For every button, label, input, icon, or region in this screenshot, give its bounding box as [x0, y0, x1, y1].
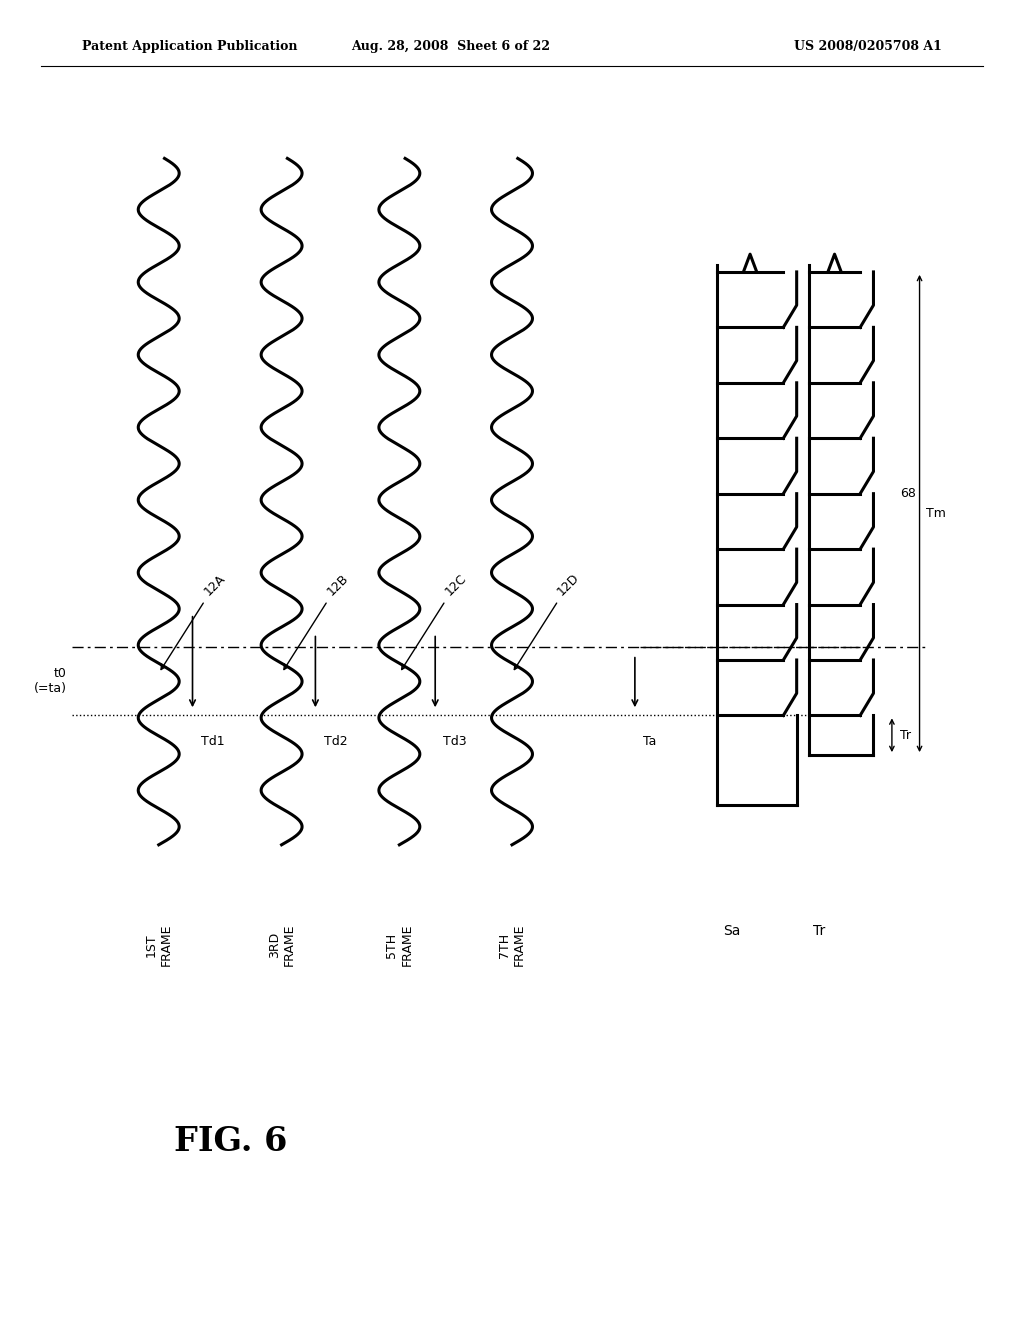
Text: 12C: 12C: [401, 572, 469, 669]
Text: t0
(=ta): t0 (=ta): [34, 667, 67, 696]
Text: FIG. 6: FIG. 6: [174, 1125, 288, 1159]
Text: Td3: Td3: [443, 735, 467, 748]
Text: Sa: Sa: [724, 924, 740, 939]
Text: 7TH
FRAME: 7TH FRAME: [498, 924, 526, 966]
Text: 5TH
FRAME: 5TH FRAME: [385, 924, 414, 966]
Text: 1ST
FRAME: 1ST FRAME: [144, 924, 173, 966]
Text: Tm: Tm: [926, 507, 945, 520]
Text: 12D: 12D: [514, 570, 582, 669]
Text: Td2: Td2: [324, 735, 347, 748]
Text: Patent Application Publication: Patent Application Publication: [82, 40, 297, 53]
Text: Tr: Tr: [900, 729, 911, 742]
Text: Aug. 28, 2008  Sheet 6 of 22: Aug. 28, 2008 Sheet 6 of 22: [351, 40, 550, 53]
Text: Td1: Td1: [201, 735, 224, 748]
Text: Tr: Tr: [813, 924, 825, 939]
Text: 3RD
FRAME: 3RD FRAME: [267, 924, 296, 966]
Text: US 2008/0205708 A1: US 2008/0205708 A1: [795, 40, 942, 53]
Text: 68: 68: [900, 487, 916, 500]
Text: Ta: Ta: [643, 735, 656, 748]
Text: 12B: 12B: [284, 572, 351, 669]
Text: 12A: 12A: [161, 572, 228, 669]
